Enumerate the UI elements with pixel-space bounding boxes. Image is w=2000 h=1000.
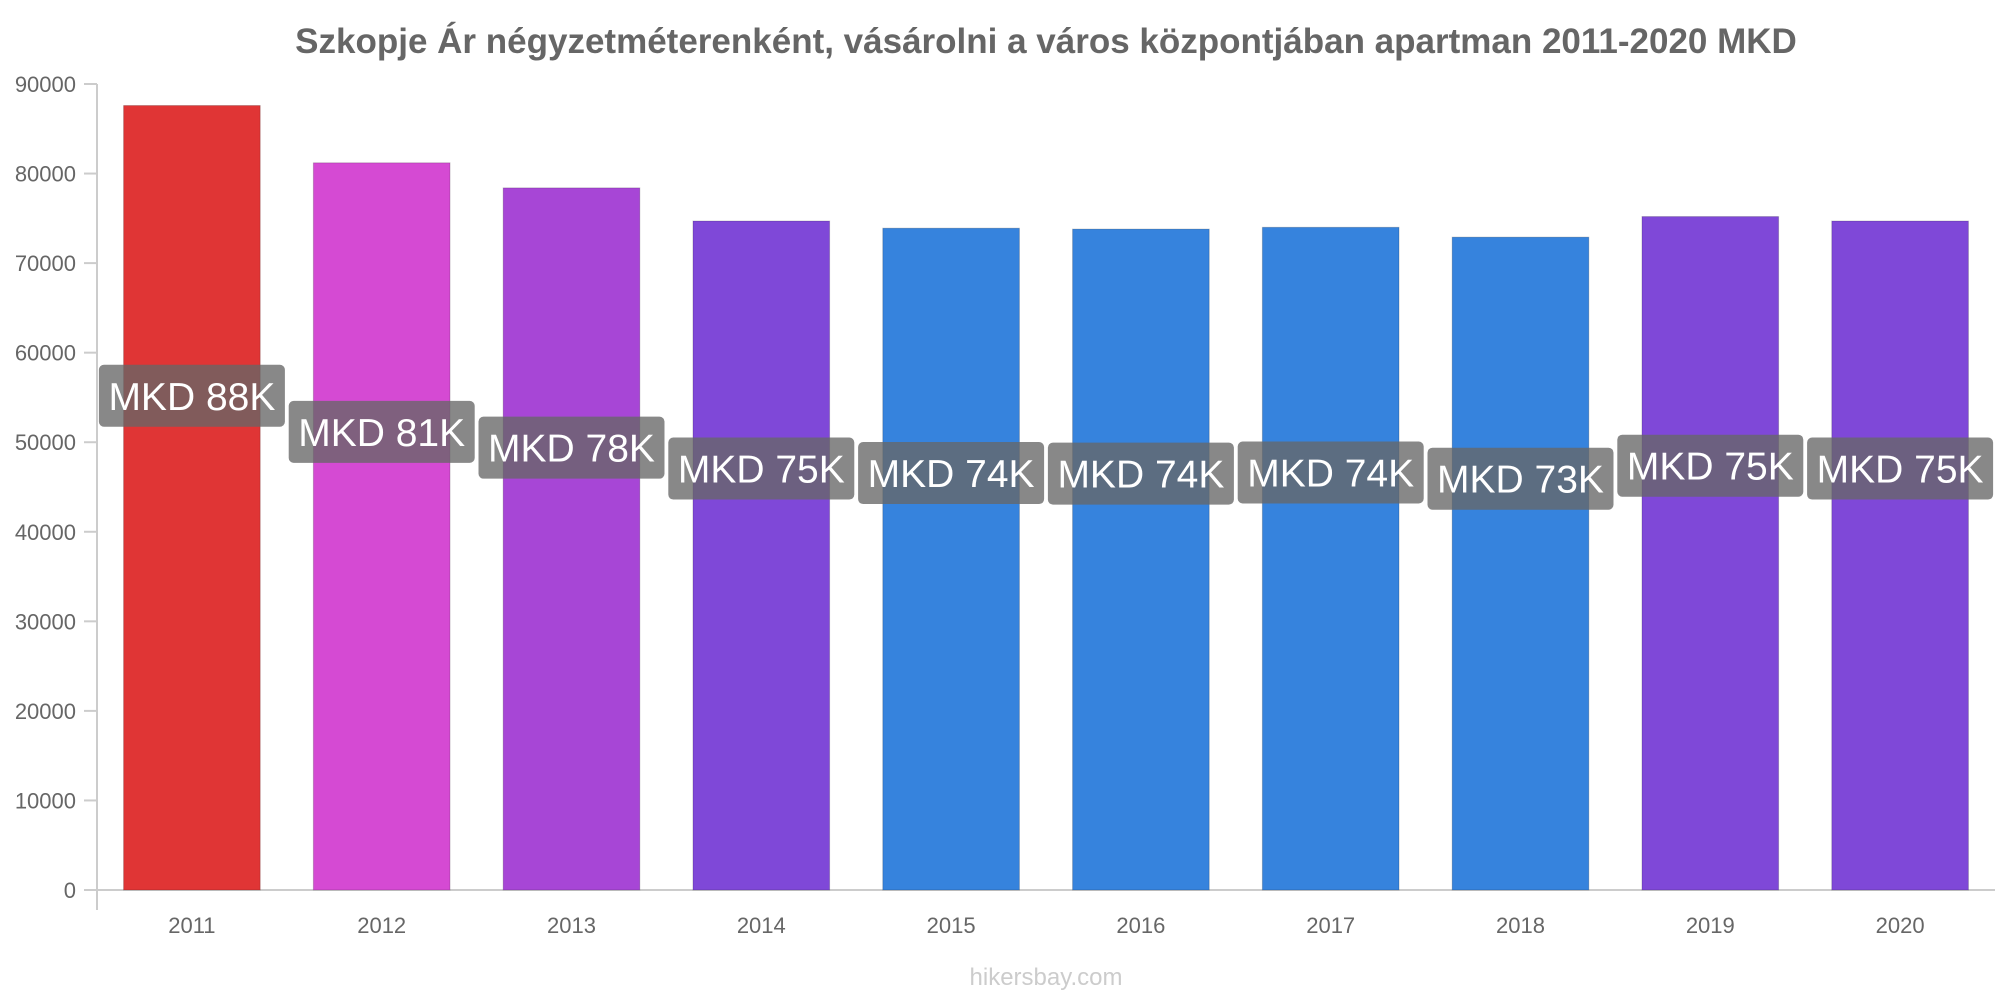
data-label: MKD 78K <box>478 416 665 479</box>
data-label-box <box>98 364 285 427</box>
bar-2012 <box>312 162 451 891</box>
bar-2015 <box>882 227 1020 891</box>
y-tick-label: 80000 <box>15 162 76 187</box>
data-label: MKD 75K <box>1617 434 1804 497</box>
x-tick-label: 2020 <box>1876 913 1925 938</box>
bar-2017 <box>1261 226 1400 891</box>
y-tick-label: 10000 <box>15 788 76 813</box>
data-label-text: MKD 75K <box>1627 446 1794 489</box>
y-tick-label: 40000 <box>15 520 76 545</box>
x-tick-label: 2013 <box>547 913 596 938</box>
y-axis-ticks: 0 10000 20000 30000 40000 50000 60000 70000 8000… <box>15 72 97 903</box>
data-label: MKD 74K <box>1047 442 1234 505</box>
source-label: hikersbay.com <box>970 964 1123 991</box>
bar-2013 <box>502 187 641 891</box>
data-label-text: MKD 75K <box>1817 449 1984 492</box>
y-tick-label: 90000 <box>15 72 76 97</box>
y-tick-label: 20000 <box>15 699 76 724</box>
y-tick-label: 70000 <box>15 251 76 276</box>
bar-2014 <box>692 220 831 891</box>
data-label-box <box>1807 437 1994 500</box>
x-tick-label: 2012 <box>357 913 406 938</box>
bars <box>123 104 1969 891</box>
x-tick-label: 2014 <box>737 913 786 938</box>
chart-title: Szkopje Ár négyzetméterenként, vásárolni… <box>295 21 1797 61</box>
y-tick-label: 30000 <box>15 609 76 634</box>
data-label-box <box>1047 442 1234 505</box>
x-tick-label: 2016 <box>1116 913 1165 938</box>
data-label-box <box>1237 441 1424 504</box>
data-label-box <box>668 437 855 500</box>
data-label-text: MKD 73K <box>1437 459 1604 502</box>
x-axis-ticks: 2011 2012 2013 2014 2015 2016 2017 2018 2019 2020 <box>168 913 1924 938</box>
y-tick-label: 50000 <box>15 430 76 455</box>
bar-2018 <box>1451 236 1590 891</box>
data-label-box <box>1427 447 1614 510</box>
y-tick-label: 0 <box>64 878 76 903</box>
data-label-text: MKD 74K <box>1247 452 1414 495</box>
bar-2016 <box>1072 228 1210 891</box>
data-label-box <box>1617 434 1804 497</box>
data-label: MKD 81K <box>288 400 475 463</box>
data-label: MKD 75K <box>1807 437 1994 500</box>
data-label-box <box>288 400 475 463</box>
data-labels: MKD 88K MKD 81K MKD 78K MKD 75K MKD 74K MKD 7… <box>98 364 1994 510</box>
data-label: MKD 73K <box>1427 447 1614 510</box>
data-label-text: MKD 74K <box>868 453 1035 496</box>
y-tick-label: 60000 <box>15 341 76 366</box>
data-label-text: MKD 78K <box>488 428 655 471</box>
x-tick-label: 2019 <box>1686 913 1735 938</box>
x-tick-label: 2017 <box>1306 913 1355 938</box>
data-label: MKD 88K <box>98 364 285 427</box>
data-label: MKD 74K <box>1237 441 1424 504</box>
data-label-box <box>858 442 1045 505</box>
data-label-text: MKD 75K <box>678 449 845 492</box>
x-tick-label: 2011 <box>168 913 215 938</box>
data-label-text: MKD 74K <box>1057 454 1224 497</box>
data-label: MKD 74K <box>858 442 1045 505</box>
data-label-text: MKD 81K <box>298 412 465 455</box>
bar-2020 <box>1831 220 1969 891</box>
bar-2011 <box>123 104 261 891</box>
x-tick-label: 2018 <box>1496 913 1545 938</box>
x-tick-label: 2015 <box>927 913 976 938</box>
data-label-box <box>478 416 665 479</box>
bar-2019 <box>1641 216 1780 891</box>
data-label: MKD 75K <box>668 437 855 500</box>
data-label-text: MKD 88K <box>108 376 275 419</box>
